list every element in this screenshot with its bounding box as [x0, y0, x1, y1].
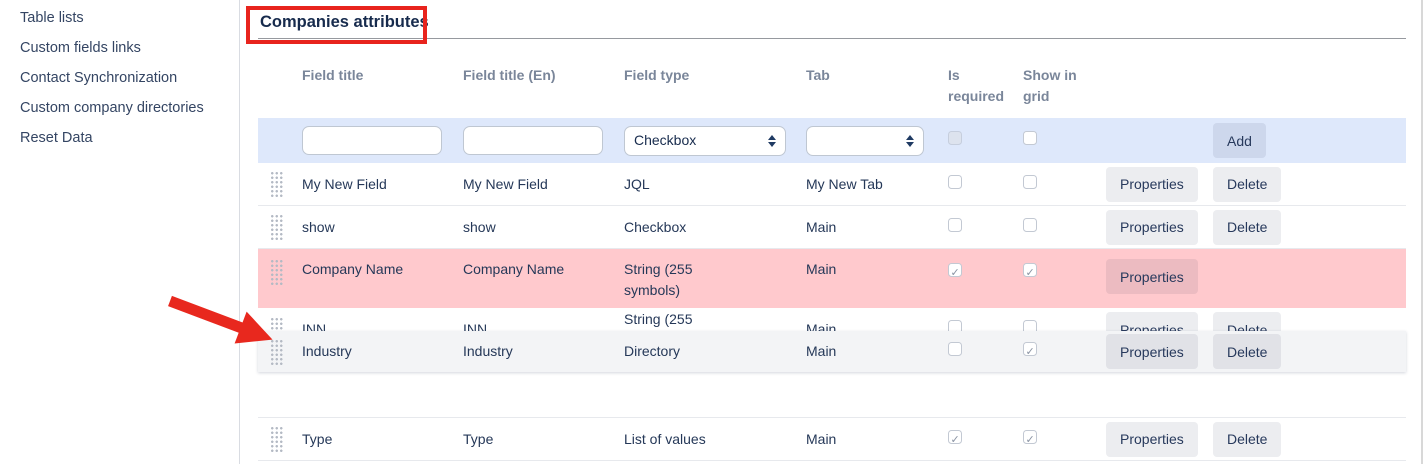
properties-button[interactable]: Properties — [1106, 259, 1198, 294]
delete-button[interactable]: Delete — [1213, 209, 1282, 245]
cell-tab: My New Tab — [806, 175, 883, 192]
column-header-is-required: Is required — [948, 67, 1005, 104]
properties-button[interactable]: Properties — [1106, 209, 1198, 245]
cell-tab: Main — [806, 321, 837, 331]
cell-field-title: Type — [302, 430, 333, 447]
is-required-checkbox[interactable] — [948, 320, 962, 331]
cell-field-title: INN — [302, 321, 327, 331]
drag-handle-icon[interactable] — [270, 316, 284, 331]
show-in-grid-checkbox[interactable] — [1023, 174, 1037, 189]
title-wrap: Companies attributes — [258, 13, 1406, 39]
cell-tab: Main — [806, 218, 837, 235]
is-required-checkbox[interactable] — [948, 131, 962, 145]
cell-field-title: show — [302, 218, 335, 235]
sidebar-item-contact-synchronization[interactable]: Contact Synchronization — [20, 70, 178, 86]
column-header-field-title-en: Field title (En) — [463, 67, 556, 83]
add-field-row: Checkbox Add — [258, 118, 1406, 163]
cell-field-title-en: Type — [463, 430, 494, 447]
delete-button[interactable]: Delete — [1213, 312, 1282, 331]
column-header-show-in-grid: Show in grid — [1023, 67, 1077, 104]
cell-field-title-en: INN — [463, 321, 488, 331]
field-title-input[interactable] — [302, 126, 442, 155]
delete-button[interactable]: Delete — [1213, 421, 1282, 457]
properties-button[interactable]: Properties — [1106, 166, 1198, 202]
select-stepper-icon — [768, 134, 776, 147]
add-button[interactable]: Add — [1213, 123, 1266, 158]
table-row-my-new-field: My New Field My New Field JQL My New Tab… — [258, 163, 1406, 206]
cell-tab: Main — [806, 343, 837, 359]
drag-handle-icon[interactable] — [270, 338, 284, 365]
drop-target-gap — [258, 372, 1406, 417]
sidebar-item-custom-fields-links[interactable]: Custom fields links — [20, 40, 141, 56]
cell-field-title: My New Field — [302, 175, 387, 192]
is-required-checkbox[interactable] — [948, 263, 962, 284]
cell-field-title-en: Industry — [463, 343, 513, 359]
tab-select[interactable] — [806, 125, 924, 156]
cell-field-title: Company Name — [302, 261, 404, 277]
select-stepper-icon — [906, 134, 914, 147]
show-in-grid-checkbox[interactable] — [1023, 131, 1037, 145]
delete-button[interactable]: Delete — [1213, 166, 1282, 202]
show-in-grid-checkbox[interactable] — [1023, 429, 1037, 451]
main-content: Companies attributes Field title Field t… — [258, 0, 1406, 461]
column-header-tab: Tab — [806, 67, 830, 83]
table-row-inn-clipped: INN INN String (255 symbols) Main Proper… — [258, 308, 1406, 331]
field-type-select[interactable]: Checkbox — [624, 125, 786, 156]
cell-tab: Main — [806, 261, 837, 277]
cell-field-type: String (255 symbols) — [624, 261, 693, 298]
properties-button[interactable]: Properties — [1106, 421, 1198, 457]
properties-button[interactable]: Properties — [1106, 334, 1198, 369]
cell-field-type: JQL — [624, 175, 650, 192]
scrollbar-track — [1421, 0, 1423, 464]
drag-handle-icon[interactable] — [270, 426, 284, 452]
table-row-industry-dragging[interactable]: Industry Industry Directory Main Propert… — [258, 331, 1406, 372]
properties-button[interactable]: Properties — [1106, 312, 1198, 331]
show-in-grid-checkbox[interactable] — [1023, 217, 1037, 232]
show-in-grid-checkbox[interactable] — [1023, 320, 1037, 331]
cell-field-title-en: show — [463, 218, 496, 235]
is-required-checkbox[interactable] — [948, 174, 962, 189]
cell-field-title-en: Company Name — [463, 261, 565, 277]
cell-field-title: Industry — [302, 343, 352, 359]
cell-field-title-en: My New Field — [463, 175, 548, 192]
cell-field-type: List of values — [624, 430, 706, 447]
cell-field-type: Directory — [624, 343, 681, 359]
field-title-en-input[interactable] — [463, 126, 603, 155]
sidebar: Table lists Custom fields links Contact … — [0, 0, 240, 464]
show-in-grid-checkbox[interactable] — [1023, 263, 1037, 284]
sidebar-item-reset-data[interactable]: Reset Data — [20, 130, 93, 146]
cell-field-type: Checkbox — [624, 218, 687, 235]
field-type-select-value: Checkbox — [634, 132, 697, 148]
column-header-field-title: Field title — [302, 67, 364, 83]
delete-button[interactable]: Delete — [1213, 334, 1282, 369]
show-in-grid-checkbox[interactable] — [1023, 342, 1037, 363]
is-required-checkbox[interactable] — [948, 429, 962, 451]
is-required-checkbox[interactable] — [948, 217, 962, 232]
cell-tab: Main — [806, 430, 837, 447]
drag-handle-icon[interactable] — [270, 171, 284, 197]
drag-handle-icon[interactable] — [270, 214, 284, 240]
sidebar-item-table-lists[interactable]: Table lists — [20, 10, 84, 26]
page-title: Companies attributes — [260, 13, 429, 31]
table-row-company-name: Company Name Company Name String (255 sy… — [258, 249, 1406, 308]
sidebar-item-custom-company-directories[interactable]: Custom company directories — [20, 100, 204, 116]
cell-field-type: String (255 symbols) — [624, 310, 693, 327]
table-row-type: Type Type List of values Main Properties… — [258, 417, 1406, 461]
table-header-row: Field title Field title (En) Field type … — [258, 65, 1406, 118]
column-header-field-type: Field type — [624, 67, 690, 83]
table-row-inn: INN INN String (255 symbols) Main Proper… — [258, 308, 1406, 331]
drag-handle-icon[interactable] — [270, 259, 284, 285]
table-row-show: show show Checkbox Main Properties Delet… — [258, 206, 1406, 249]
is-required-checkbox[interactable] — [948, 342, 962, 356]
